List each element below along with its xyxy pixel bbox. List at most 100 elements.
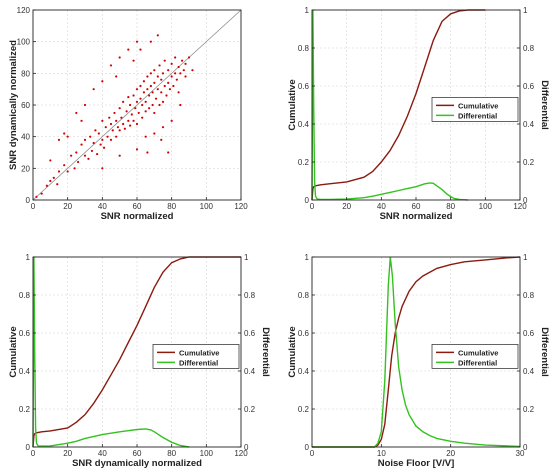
- scatter-point: [49, 179, 52, 183]
- scatter-point: [101, 167, 104, 170]
- scatter-point: [40, 192, 43, 195]
- y2-tick-label: 0.8: [523, 291, 535, 300]
- scatter-point: [104, 126, 107, 129]
- y-tick-label: 0.8: [19, 291, 31, 300]
- series-line-differential: [32, 256, 190, 448]
- scatter-point: [161, 72, 165, 75]
- scatter-point: [122, 122, 125, 126]
- scatter-point: [123, 127, 126, 130]
- scatter-point: [118, 56, 121, 59]
- y2-tick-label: 0.6: [523, 329, 535, 338]
- y-tick-label: 120: [17, 6, 31, 15]
- legend-box: [431, 97, 519, 122]
- y-tick-label: 0.8: [298, 291, 310, 300]
- scatter-point: [149, 84, 152, 88]
- y2-tick-label: 0: [523, 196, 528, 205]
- x-tick-label: 80: [167, 202, 176, 211]
- series-line-differential: [311, 9, 469, 201]
- x-tick-label: 60: [412, 202, 421, 211]
- y2-tick-label: 0.4: [523, 367, 535, 376]
- chart-panel-4: 0 10 20 3000.20.40.60.8100.20.40.60.81Noise…: [287, 253, 550, 469]
- scatter-point: [170, 75, 173, 78]
- y-tick-label: 0: [26, 196, 31, 205]
- legend-label-differential: Differential: [179, 358, 218, 367]
- y2-tick-label: 1: [523, 253, 528, 262]
- scatter-point: [109, 122, 113, 126]
- scatter-point: [146, 151, 149, 154]
- scatter-point: [184, 62, 187, 65]
- y-tick-label: 60: [21, 101, 30, 110]
- scatter-point: [146, 88, 149, 91]
- y2-tick-label: 1: [244, 253, 249, 262]
- x-tick-label: 100: [479, 202, 493, 211]
- legend-label-cumulative: Cumulative: [458, 101, 498, 110]
- y-tick-label: 0.4: [298, 120, 310, 129]
- scatter-point: [80, 119, 83, 122]
- y2-tick-label: 0.6: [244, 329, 256, 338]
- scatter-point: [142, 91, 146, 94]
- y-axis-title: SNR dynamically normalized: [8, 40, 19, 170]
- scatter-point: [160, 91, 163, 94]
- scatter-point: [134, 107, 137, 110]
- scatter-point: [92, 141, 95, 145]
- legend-box: [152, 344, 240, 369]
- scatter-point: [139, 97, 142, 100]
- x-tick-label: 100: [200, 449, 214, 458]
- y2-tick-label: 0.6: [523, 82, 535, 91]
- plot-frame: [311, 256, 521, 448]
- scatter-point: [66, 170, 69, 173]
- scatter-point: [141, 103, 144, 107]
- y-axis-title: Cumulative: [287, 79, 298, 130]
- scatter-point: [97, 132, 100, 135]
- scatter-point: [56, 183, 59, 186]
- y2-tick-label: 0.2: [244, 405, 256, 414]
- scatter-point: [127, 95, 130, 99]
- scatter-point: [128, 124, 132, 127]
- y-tick-label: 1: [305, 6, 310, 15]
- y2-tick-label: 0.2: [523, 405, 535, 414]
- scatter-point: [135, 40, 139, 43]
- x-tick-label: 100: [200, 202, 214, 211]
- legend-label-cumulative: Cumulative: [458, 348, 498, 357]
- scatter-point: [35, 195, 38, 198]
- scatter-point: [135, 88, 139, 91]
- x-tick-label: 30: [516, 449, 525, 458]
- scatter-series: [35, 34, 194, 198]
- scatter-point: [83, 103, 87, 107]
- scatter-point: [135, 148, 139, 151]
- x-tick-label: 120: [234, 449, 248, 458]
- scatter-point: [132, 59, 135, 62]
- y2-axis-title: Differential: [260, 327, 271, 377]
- y-tick-label: 0.8: [298, 44, 310, 53]
- scatter-point: [101, 119, 104, 122]
- y-tick-label: 80: [21, 69, 30, 78]
- scatter-point: [161, 126, 165, 129]
- scatter-point: [175, 78, 178, 81]
- scatter-point: [127, 119, 130, 122]
- x-axis-title: SNR dynamically normalized: [72, 458, 202, 469]
- scatter-point: [174, 56, 177, 59]
- x-axis-title: Noise Floor [V/V]: [378, 458, 455, 469]
- scatter-point: [122, 100, 125, 103]
- scatter-point: [118, 107, 121, 110]
- scatter-point: [153, 69, 156, 72]
- scatter-point: [66, 135, 69, 138]
- scatter-point: [99, 143, 102, 146]
- x-tick-label: 20: [446, 449, 455, 458]
- scatter-point: [167, 69, 170, 72]
- scatter-point: [179, 72, 182, 75]
- x-tick-label: 20: [63, 202, 72, 211]
- y-tick-label: 0.6: [298, 82, 310, 91]
- scatter-point: [156, 75, 159, 78]
- legend-label-differential: Differential: [458, 358, 497, 367]
- scatter-point: [115, 119, 118, 122]
- scatter-point: [45, 184, 48, 187]
- y2-tick-label: 0.2: [523, 158, 535, 167]
- y2-tick-label: 0.4: [244, 367, 256, 376]
- y2-tick-label: 0.8: [244, 291, 256, 300]
- scatter-point: [127, 48, 130, 51]
- scatter-point: [191, 69, 194, 72]
- y-tick-label: 40: [21, 133, 30, 142]
- scatter-point: [75, 151, 78, 154]
